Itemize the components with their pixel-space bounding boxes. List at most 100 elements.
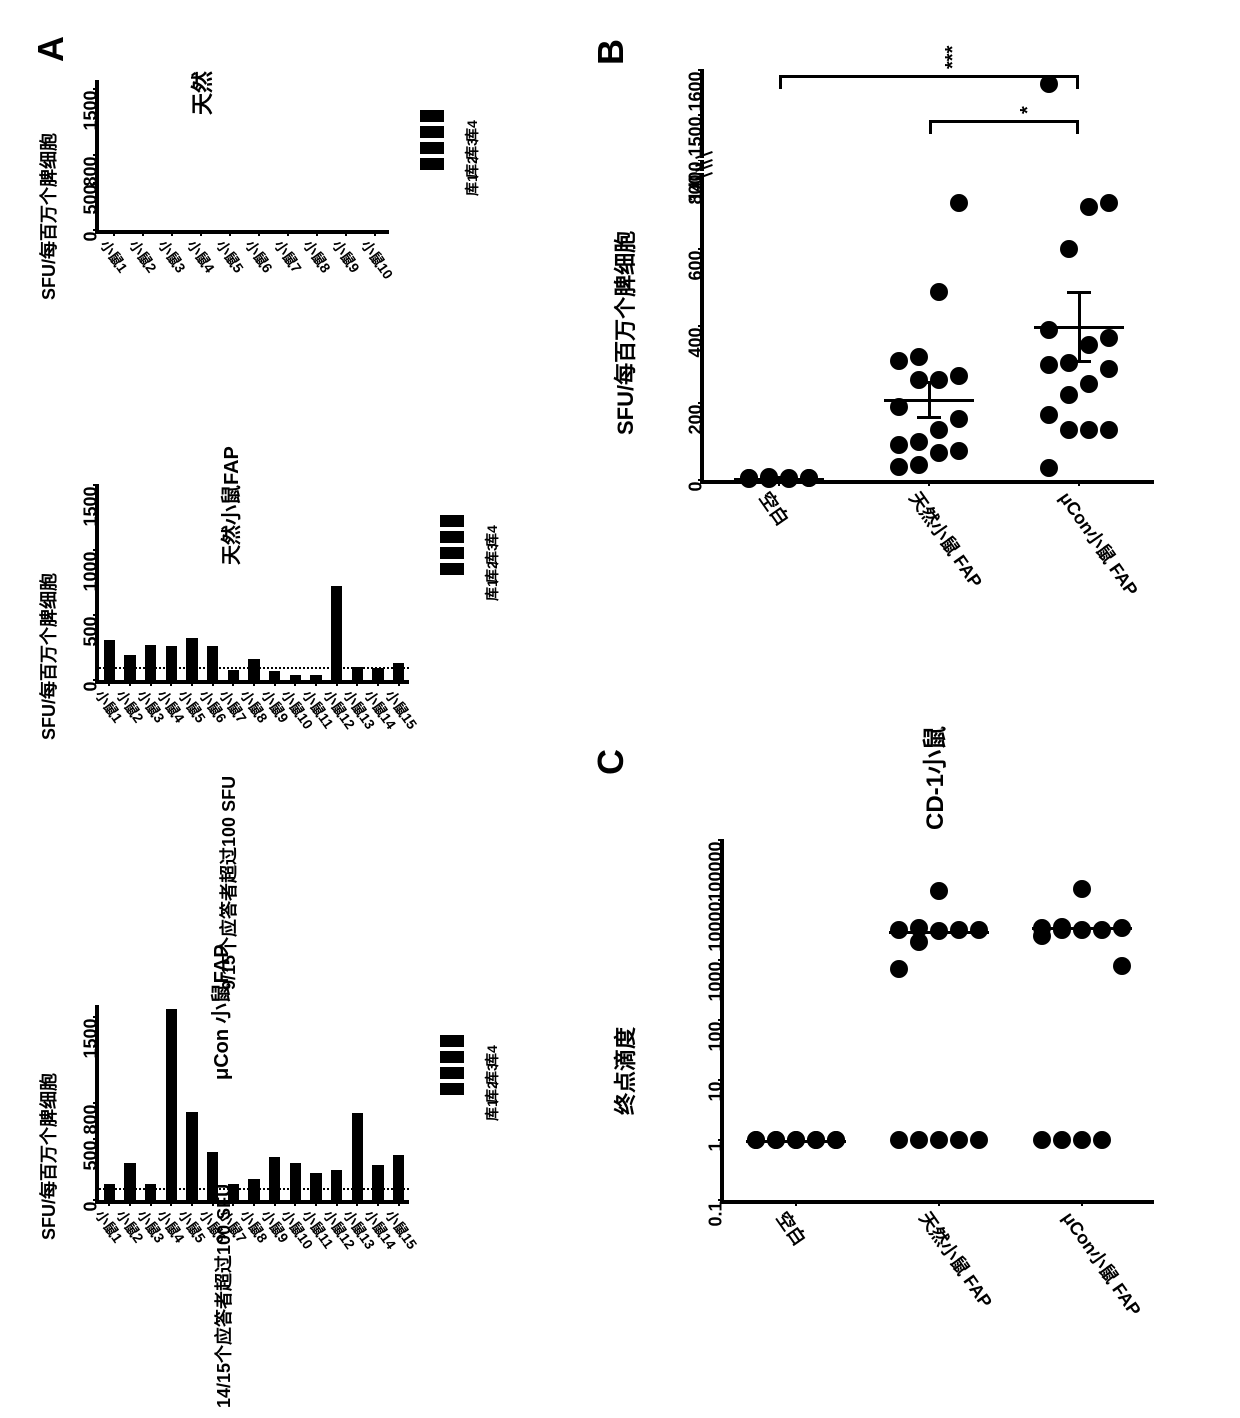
xtick-label: 小鼠3	[153, 236, 190, 277]
significance-label: ***	[942, 45, 965, 68]
error-bar	[1078, 292, 1081, 361]
bar	[124, 655, 135, 680]
xtick	[212, 680, 214, 686]
bar	[372, 668, 383, 680]
data-point	[930, 283, 948, 301]
legend-swatch	[440, 1083, 464, 1095]
ytick-label: 0	[81, 1202, 102, 1212]
data-point	[1040, 356, 1058, 374]
xtick-label: 小鼠2	[124, 236, 161, 277]
legend-label: 库1	[482, 1099, 502, 1121]
significance-tick	[779, 75, 782, 89]
data-point	[1100, 329, 1118, 347]
group-label: μCon小鼠 FAP	[1054, 486, 1145, 601]
ytick-label: 0	[81, 232, 102, 242]
data-point	[890, 352, 908, 370]
xtick	[778, 480, 780, 486]
data-point	[1060, 240, 1078, 258]
data-point	[890, 1131, 908, 1149]
chartA2-legend: 库4库3库2库1	[440, 515, 486, 583]
data-point	[910, 433, 928, 451]
significance-bar	[929, 120, 1079, 123]
xtick	[315, 1200, 317, 1206]
significance-tick	[1076, 75, 1079, 89]
data-point	[910, 348, 928, 366]
group-label: 空白	[754, 486, 796, 530]
data-point	[1100, 360, 1118, 378]
mean-line	[889, 931, 989, 934]
xtick	[336, 1200, 338, 1206]
panel-letter-c: C	[590, 749, 632, 775]
bar	[145, 1184, 156, 1200]
significance-tick	[1076, 120, 1079, 134]
chartA3-annotation: 14/15个应答者超过100 SFU	[210, 1184, 236, 1408]
xtick	[108, 1200, 110, 1206]
legend-swatch	[420, 142, 444, 154]
xtick	[294, 680, 296, 686]
data-point	[950, 921, 968, 939]
legend-swatch	[420, 110, 444, 122]
bar	[104, 640, 115, 680]
chartB-ylabel: SFU/每百万个脾细胞	[608, 231, 640, 435]
xtick	[1081, 1200, 1083, 1206]
ytick-label: 1500	[686, 117, 707, 157]
group-label: μCon小鼠 FAP	[1057, 1206, 1148, 1321]
legend-label: 库1	[462, 174, 482, 196]
xtick	[1078, 480, 1080, 486]
legend-swatch	[440, 531, 464, 543]
data-point	[1080, 375, 1098, 393]
xtick	[108, 680, 110, 686]
ytick-label: 100	[706, 1022, 727, 1052]
data-point	[930, 421, 948, 439]
ytick-label: 500	[81, 617, 102, 647]
data-point	[910, 1131, 928, 1149]
xtick	[377, 1200, 379, 1206]
xtick	[170, 680, 172, 686]
legend-swatch	[440, 515, 464, 527]
ytick-label: 1500	[81, 1019, 102, 1059]
data-point	[1053, 1131, 1071, 1149]
chartC-ylabel: 终点滴度	[608, 1027, 640, 1115]
xtick	[294, 1200, 296, 1206]
xtick	[287, 230, 289, 236]
data-point	[950, 367, 968, 385]
ytick-label: 1600	[686, 72, 707, 112]
data-point	[1100, 421, 1118, 439]
data-point	[950, 442, 968, 460]
legend-swatch	[440, 1067, 464, 1079]
chartC-plot: 0.1110100100010000100000空白天然小鼠 FAPμCon小鼠…	[720, 840, 1154, 1204]
xtick	[150, 680, 152, 686]
xtick-label: 小鼠4	[182, 236, 219, 277]
ytick	[93, 1102, 99, 1104]
data-point	[890, 436, 908, 454]
chartC-title: CD-1小鼠	[915, 726, 950, 830]
ytick-label: 0	[81, 682, 102, 692]
data-point	[1113, 957, 1131, 975]
data-point	[1040, 459, 1058, 477]
ytick-label: 10	[706, 1082, 727, 1102]
figure-canvas: A 天然 SFU/每百万个脾细胞 05008001500小鼠1小鼠2小鼠3小鼠4…	[0, 0, 1240, 1418]
legend-swatch	[420, 126, 444, 138]
group-label: 天然小鼠 FAP	[904, 486, 990, 593]
data-point	[930, 882, 948, 900]
bar	[186, 1112, 197, 1200]
ytick-label: 1000	[81, 552, 102, 592]
xtick	[232, 680, 234, 686]
bar	[145, 645, 156, 680]
bar	[248, 659, 259, 680]
data-point	[1080, 336, 1098, 354]
xtick	[398, 1200, 400, 1206]
ytick-label: 1500	[81, 487, 102, 527]
legend-label: 库1	[482, 579, 502, 601]
xtick	[191, 680, 193, 686]
xtick	[938, 1200, 940, 1206]
xtick	[316, 230, 318, 236]
bar	[166, 1009, 177, 1200]
ytick-label: 500	[81, 185, 102, 215]
data-point	[890, 960, 908, 978]
xtick	[229, 230, 231, 236]
bar	[269, 1157, 280, 1200]
data-point	[1100, 194, 1118, 212]
xtick	[356, 680, 358, 686]
xtick	[374, 230, 376, 236]
